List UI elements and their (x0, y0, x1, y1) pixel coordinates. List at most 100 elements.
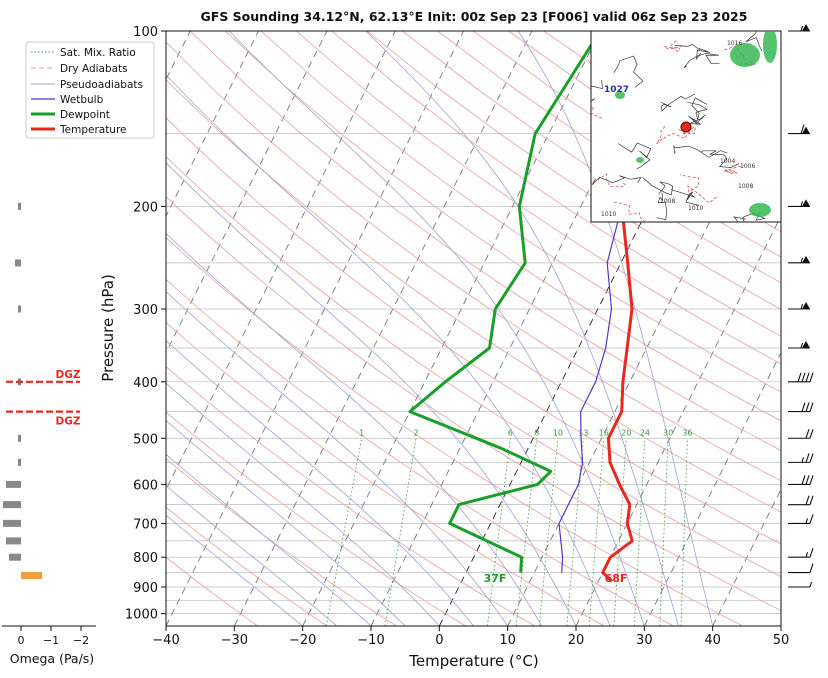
x-tick-label: 30 (636, 633, 653, 648)
map-contour (745, 31, 763, 52)
map-precip (730, 43, 760, 67)
barb-flag (805, 475, 810, 485)
barb-half (800, 25, 804, 32)
omega-bar (3, 519, 21, 527)
series-wetbulb (558, 133, 623, 573)
wind-barb (788, 453, 814, 463)
barb-flag (809, 453, 814, 463)
moist-adiabat (166, 514, 303, 626)
barb-pennant (802, 341, 810, 349)
isotherm (643, 351, 781, 626)
moist-adiabat (166, 162, 577, 626)
moist-adiabat (166, 485, 338, 626)
isotherm (302, 31, 601, 626)
omega-bar (18, 458, 21, 466)
isotherm (166, 31, 328, 354)
y-tick-label: 1000 (125, 608, 158, 623)
legend-item-sat-mix-ratio: Sat. Mix. Ratio (60, 47, 136, 59)
mixing-ratio-label: 13 (578, 428, 588, 437)
barb-flag (809, 495, 814, 505)
dry-adiabat (166, 556, 258, 626)
barb-flag (809, 402, 814, 412)
map-contour (591, 79, 603, 90)
y-tick-label: 200 (133, 200, 158, 215)
barb-flag (800, 124, 805, 134)
mixing-ratio-line (538, 438, 559, 626)
mixing-ratio-line (633, 438, 646, 626)
map-contour (688, 114, 706, 125)
x-axis-ticks: −40 −30 −20 −10 0 10 20 30 40 50 (152, 626, 789, 648)
omega-tick-label: −2 (73, 634, 89, 647)
mixing-ratio-line (325, 438, 363, 626)
mixing-ratio-line (515, 438, 538, 626)
moist-adiabat (166, 74, 611, 626)
barb-pennant (802, 126, 810, 134)
dry-adiabat (295, 31, 781, 365)
barb-flag (801, 475, 806, 485)
x-tick-label: −10 (357, 633, 384, 648)
y-axis-ticks: 100 200 300 400 500 600 700 800 900 1000 (125, 25, 166, 623)
legend-item-dewpoint: Dewpoint (60, 109, 110, 121)
moist-adiabat (228, 31, 645, 626)
dry-adiabat (166, 237, 743, 626)
barb-pennant (802, 255, 810, 263)
map-contour (679, 174, 717, 204)
barb-pennant (802, 199, 810, 207)
wind-barb (788, 495, 814, 506)
plot-frame (165, 30, 782, 627)
dry-adiabat (366, 31, 781, 310)
barb-flag (809, 548, 814, 558)
wind-barb (788, 581, 813, 588)
wind-barb (788, 124, 810, 135)
moist-adiabat (166, 291, 509, 626)
legend-item-temperature: Temperature (59, 124, 127, 136)
map-precip (763, 31, 777, 63)
isotherm (166, 31, 259, 218)
chart-title: GFS Sounding 34.12°N, 62.13°E Init: 00z … (201, 9, 748, 24)
map-contour (670, 189, 700, 206)
map-precip (749, 203, 771, 217)
omega-bar (3, 501, 21, 509)
mixing-ratio-label: 6 (508, 428, 513, 437)
barb-half (801, 457, 805, 463)
wind-barb (788, 475, 814, 485)
omega-axis-ticks: 0 −1 −2 (18, 626, 89, 647)
map-precip (636, 157, 644, 163)
dry-adiabat (331, 31, 781, 337)
dgz-markers: DGZ DGZ (6, 369, 81, 428)
y-tick-label: 400 (133, 376, 158, 391)
dry-adiabat (166, 156, 781, 578)
barb-flag (801, 402, 806, 412)
dry-adiabat (166, 458, 397, 626)
omega-bar (21, 572, 42, 579)
moist-adiabat (517, 31, 714, 626)
map-contour (642, 177, 674, 196)
y-tick-label: 100 (133, 25, 158, 40)
isotherm (780, 624, 781, 626)
moist-adiabat (365, 31, 679, 626)
barb-half (800, 303, 804, 310)
map-contour (613, 202, 646, 222)
mixing-ratio-label: 8 (534, 428, 539, 437)
location-marker (680, 121, 692, 133)
y-tick-label: 800 (133, 551, 158, 566)
y-tick-label: 500 (133, 432, 158, 447)
omega-tick-label: 0 (18, 634, 25, 647)
wind-barb (788, 255, 810, 264)
mixing-ratio-line (486, 438, 511, 626)
mixing-ratio-line (659, 438, 669, 626)
legend-item-pseudoadiabats: Pseudoadiabats (60, 79, 143, 91)
legend: Sat. Mix. Ratio Dry Adiabats Pseudoadiab… (25, 41, 155, 139)
series-dewpoint (408, 31, 602, 573)
surface-dew-label: 37F (484, 572, 507, 585)
moist-adiabat (166, 419, 406, 626)
wind-barb (788, 514, 814, 524)
barb-flag (809, 563, 814, 573)
x-tick-label: −40 (152, 633, 179, 648)
mixing-ratio-line (680, 438, 688, 626)
map-contour (613, 55, 644, 88)
wind-barb (788, 563, 814, 574)
dry-adiabat (189, 31, 781, 451)
map-label-1010: 1010 (601, 211, 616, 218)
profile-series (408, 31, 670, 583)
